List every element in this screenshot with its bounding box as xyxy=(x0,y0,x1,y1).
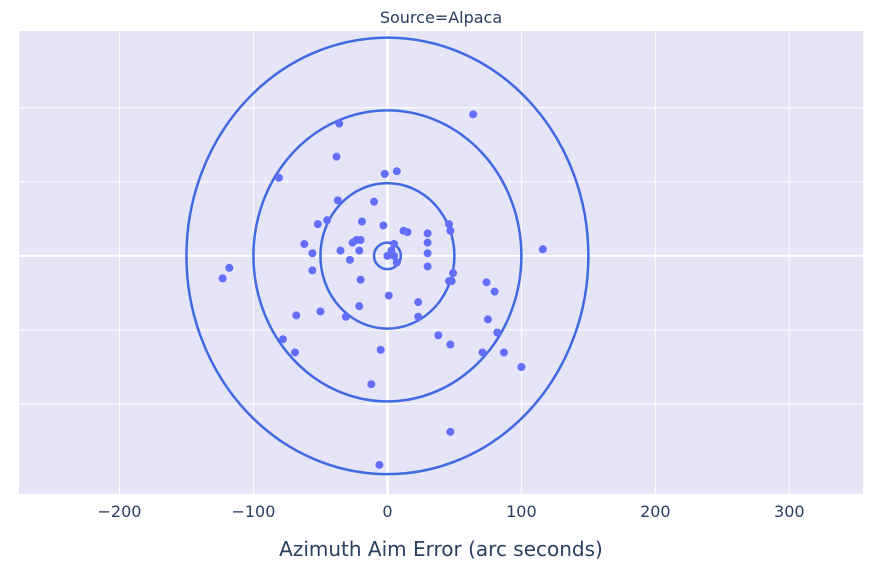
data-point xyxy=(499,348,508,357)
data-point xyxy=(445,220,454,229)
data-point xyxy=(423,229,432,238)
target-ring xyxy=(372,241,403,271)
data-point xyxy=(278,335,287,344)
data-point xyxy=(482,278,491,287)
x-tick-labels: −200 −100 0 100 200 300 xyxy=(97,502,804,521)
data-point xyxy=(316,307,325,316)
x-tick-label: −100 xyxy=(231,502,275,521)
data-point xyxy=(403,228,412,237)
data-point xyxy=(392,258,401,267)
target-ring xyxy=(252,109,523,403)
data-point xyxy=(483,315,492,324)
data-point xyxy=(335,119,344,128)
data-point xyxy=(447,277,456,286)
plot-area xyxy=(19,31,863,494)
data-point xyxy=(375,460,384,469)
data-point xyxy=(478,348,487,357)
data-point xyxy=(376,345,385,354)
data-point xyxy=(392,167,401,176)
data-point xyxy=(348,238,357,247)
data-point xyxy=(323,216,332,225)
target-ring xyxy=(185,36,590,476)
data-point xyxy=(434,331,443,340)
data-point xyxy=(423,249,432,258)
data-point xyxy=(446,226,455,235)
horizontal-gridlines xyxy=(19,107,863,405)
data-point xyxy=(357,217,366,226)
data-point xyxy=(390,239,399,248)
data-point xyxy=(414,312,423,321)
data-points xyxy=(218,110,547,469)
data-point xyxy=(292,311,301,320)
data-point xyxy=(414,298,423,307)
x-tick-label: 0 xyxy=(382,502,392,521)
x-tick-label: 200 xyxy=(640,502,671,521)
data-point xyxy=(225,263,234,272)
data-point xyxy=(345,255,354,264)
data-point xyxy=(380,169,389,178)
data-point xyxy=(332,152,341,161)
data-point xyxy=(313,220,322,229)
data-point xyxy=(384,291,393,300)
data-point xyxy=(300,239,309,248)
data-point xyxy=(490,287,499,296)
data-point xyxy=(423,238,432,247)
data-point xyxy=(538,245,547,254)
data-point xyxy=(290,348,299,357)
x-tick-label: −200 xyxy=(97,502,141,521)
data-point xyxy=(356,236,365,245)
data-point xyxy=(379,221,388,230)
data-point xyxy=(469,110,478,119)
data-point xyxy=(356,275,365,284)
target-ring xyxy=(319,181,456,330)
target-rings xyxy=(185,36,590,476)
data-point xyxy=(355,302,364,311)
data-point xyxy=(493,328,502,337)
data-point xyxy=(336,246,345,255)
data-point xyxy=(446,340,455,349)
data-point xyxy=(370,197,379,206)
data-point xyxy=(517,363,526,372)
data-point xyxy=(423,262,432,271)
x-axis-label: Azimuth Aim Error (arc seconds) xyxy=(279,537,603,561)
data-point xyxy=(218,274,227,283)
chart-title: Source=Alpaca xyxy=(380,8,502,27)
x-tick-label: 100 xyxy=(506,502,537,521)
data-point xyxy=(274,173,283,182)
data-point xyxy=(333,196,342,205)
data-point xyxy=(449,269,458,278)
data-point xyxy=(383,251,392,260)
data-point xyxy=(308,249,317,258)
data-point xyxy=(341,312,350,321)
data-point xyxy=(390,251,399,260)
data-point xyxy=(367,380,376,389)
x-tick-label: 300 xyxy=(774,502,805,521)
data-point xyxy=(308,266,317,275)
data-point xyxy=(355,246,364,255)
data-point xyxy=(446,427,455,436)
